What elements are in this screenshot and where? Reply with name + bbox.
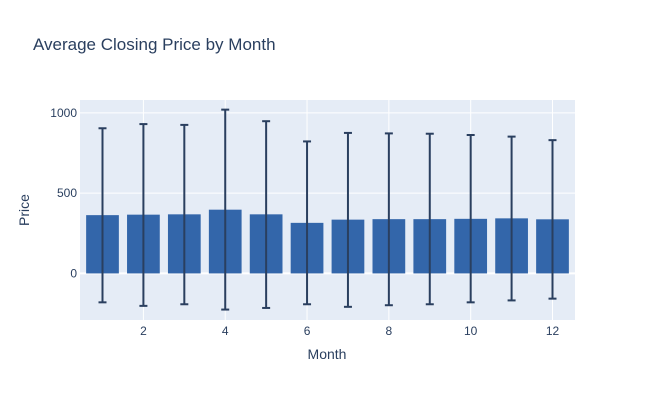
chart-title: Average Closing Price by Month (33, 35, 276, 54)
x-axis-ticks: 2 4 6 8 10 12 (140, 324, 559, 338)
error-bar-month-3 (180, 123, 189, 306)
error-bar-month-1 (98, 127, 107, 304)
y-axis-title: Price (16, 194, 32, 226)
error-bar-month-9 (425, 132, 434, 306)
y-axis-ticks: 0 500 1000 (50, 106, 77, 281)
x-axis-title: Month (308, 346, 347, 362)
y-tick-500: 500 (57, 186, 77, 200)
x-tick-4: 4 (222, 324, 229, 338)
error-bar-month-10 (466, 134, 475, 304)
x-tick-2: 2 (140, 324, 147, 338)
error-bar-month-8 (384, 132, 393, 307)
error-bar-month-2 (139, 123, 148, 307)
plot-area (80, 100, 575, 320)
error-bar-month-4 (221, 108, 230, 311)
error-bars (98, 108, 557, 311)
error-bar-month-11 (507, 135, 516, 302)
x-tick-6: 6 (304, 324, 311, 338)
y-tick-0: 0 (70, 266, 77, 280)
error-bar-month-6 (303, 140, 312, 306)
x-tick-12: 12 (546, 324, 560, 338)
x-tick-10: 10 (464, 324, 478, 338)
error-bar-month-12 (548, 139, 557, 300)
y-tick-1000: 1000 (50, 106, 77, 120)
x-tick-8: 8 (386, 324, 393, 338)
error-bar-month-5 (262, 120, 271, 309)
error-bar-month-7 (343, 131, 352, 308)
